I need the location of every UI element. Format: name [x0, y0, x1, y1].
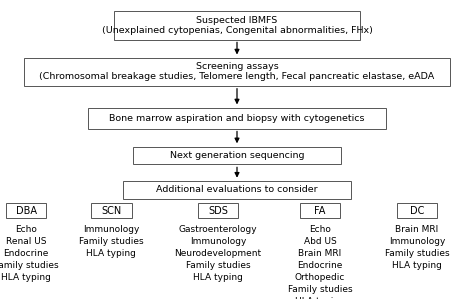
Text: Next generation sequencing: Next generation sequencing [170, 151, 304, 160]
Text: Additional evaluations to consider: Additional evaluations to consider [156, 185, 318, 194]
Text: Orthopedic: Orthopedic [295, 273, 345, 282]
Text: Brain MRI: Brain MRI [395, 225, 439, 234]
Text: Immunology: Immunology [389, 237, 445, 246]
FancyBboxPatch shape [133, 147, 341, 164]
Text: Family studies: Family studies [0, 261, 58, 270]
Text: Screening assays
(Chromosomal breakage studies, Telomere length, Fecal pancreati: Screening assays (Chromosomal breakage s… [39, 62, 435, 81]
Text: Echo: Echo [15, 225, 37, 234]
FancyBboxPatch shape [88, 108, 386, 129]
FancyBboxPatch shape [300, 203, 340, 218]
Text: Family studies: Family studies [288, 285, 352, 294]
Text: Endocrine: Endocrine [297, 261, 343, 270]
Text: Abd US: Abd US [303, 237, 337, 246]
Text: DC: DC [410, 206, 424, 216]
Text: Gastroenterology: Gastroenterology [179, 225, 257, 234]
FancyBboxPatch shape [24, 57, 450, 86]
FancyBboxPatch shape [198, 203, 238, 218]
Text: Immunology: Immunology [190, 237, 246, 246]
Text: Suspected IBMFS
(Unexplained cytopenias, Congenital abnormalities, FHx): Suspected IBMFS (Unexplained cytopenias,… [101, 16, 373, 35]
Text: HLA typing: HLA typing [295, 297, 345, 299]
FancyBboxPatch shape [397, 203, 437, 218]
Text: Family studies: Family studies [385, 249, 449, 258]
Text: SCN: SCN [101, 206, 121, 216]
Text: Brain MRI: Brain MRI [298, 249, 342, 258]
FancyBboxPatch shape [91, 203, 131, 218]
Text: DBA: DBA [16, 206, 36, 216]
Text: Echo: Echo [309, 225, 331, 234]
FancyBboxPatch shape [6, 203, 46, 218]
Text: SDS: SDS [208, 206, 228, 216]
Text: Family studies: Family studies [79, 237, 144, 246]
FancyBboxPatch shape [114, 11, 360, 40]
Text: HLA typing: HLA typing [1, 273, 51, 282]
Text: Bone marrow aspiration and biopsy with cytogenetics: Bone marrow aspiration and biopsy with c… [109, 114, 365, 123]
Text: HLA typing: HLA typing [86, 249, 137, 258]
Text: Immunology: Immunology [83, 225, 139, 234]
Text: Family studies: Family studies [186, 261, 250, 270]
FancyBboxPatch shape [123, 181, 351, 199]
Text: FA: FA [314, 206, 326, 216]
Text: HLA typing: HLA typing [193, 273, 243, 282]
Text: Neurodevelopment: Neurodevelopment [174, 249, 262, 258]
Text: Endocrine: Endocrine [3, 249, 49, 258]
Text: Renal US: Renal US [6, 237, 46, 246]
Text: HLA typing: HLA typing [392, 261, 442, 270]
